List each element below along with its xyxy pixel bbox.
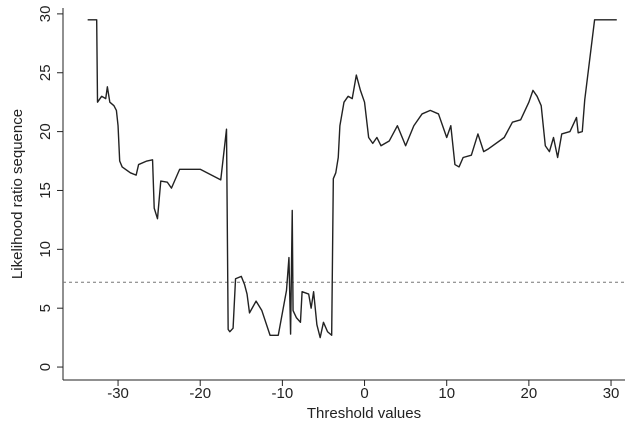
x-tick-label: -10 [272, 385, 294, 402]
x-tick-label: 20 [521, 385, 538, 402]
y-axis-label: Likelihood ratio sequence [9, 109, 26, 279]
x-tick-label: 10 [438, 385, 455, 402]
x-tick-label: -20 [189, 385, 211, 402]
x-axis-label: Threshold values [307, 405, 421, 422]
x-tick-label: 30 [603, 385, 620, 402]
x-tick-label: -30 [107, 385, 129, 402]
y-tick-label: 20 [37, 123, 54, 140]
x-tick-label: 0 [360, 385, 368, 402]
line-series [87, 19, 617, 339]
y-tick-label: 10 [37, 241, 54, 258]
y-tick-label: 15 [37, 182, 54, 199]
y-tick-label: 25 [37, 64, 54, 81]
y-tick-label: 5 [37, 304, 54, 312]
y-tick-label: 0 [37, 363, 54, 371]
y-tick-label: 30 [37, 6, 54, 23]
